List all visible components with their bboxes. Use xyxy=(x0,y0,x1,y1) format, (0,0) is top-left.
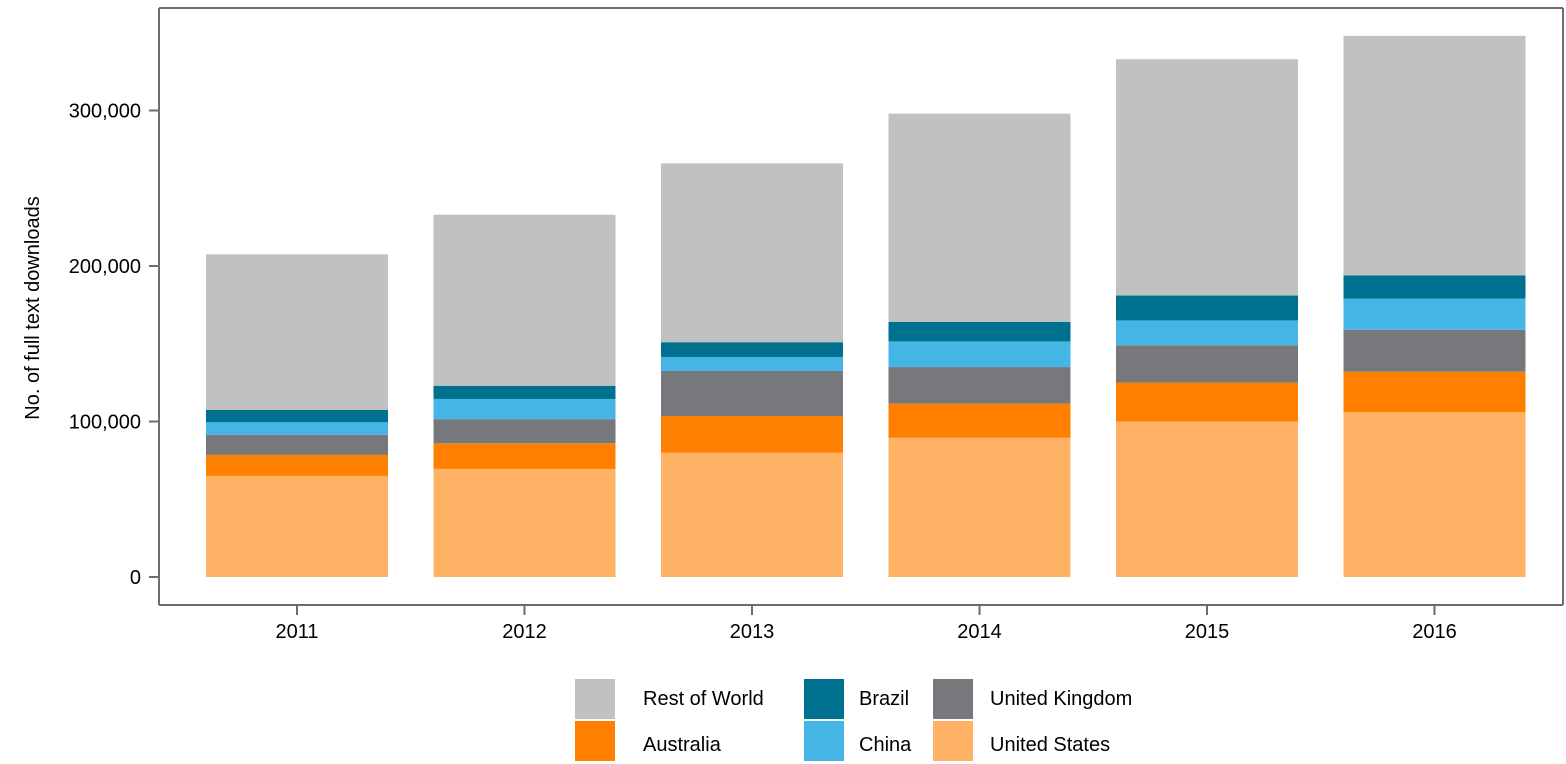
bar-segment-brazil-2016 xyxy=(1343,275,1526,299)
legend-swatch-china xyxy=(804,721,844,761)
legend-label-united-kingdom: United Kingdom xyxy=(990,688,1132,710)
y-tick-label: 0 xyxy=(130,567,141,589)
bar-segment-australia-2016 xyxy=(1343,371,1526,413)
legend: Rest of World Brazil United Kingdom Austral… xyxy=(575,679,1132,761)
legend-label-australia: Australia xyxy=(643,734,722,756)
y-tick-label: 200,000 xyxy=(69,256,141,278)
bar-segment-united-kingdom-2012 xyxy=(433,419,616,444)
y-axis-label: No. of full text downloads xyxy=(22,196,44,419)
x-tick-label: 2014 xyxy=(957,621,1002,643)
x-tick-label: 2016 xyxy=(1412,621,1457,643)
bar-segment-rest-of-world-2016 xyxy=(1343,35,1526,276)
legend-label-united-states: United States xyxy=(990,734,1110,756)
bar-segment-australia-2011 xyxy=(206,454,388,476)
bar-segment-rest-of-world-2013 xyxy=(661,163,843,343)
bar-segment-china-2015 xyxy=(1116,320,1298,346)
y-tick-label: 300,000 xyxy=(69,101,141,123)
bar-segment-australia-2013 xyxy=(661,416,843,453)
bar-segment-united-kingdom-2015 xyxy=(1116,345,1298,383)
chart-axes xyxy=(158,7,1564,606)
legend-label-rest-of-world: Rest of World xyxy=(643,688,764,710)
bar-segment-china-2016 xyxy=(1343,298,1526,330)
y-ticks: 0 100,000 200,000 300,000 xyxy=(69,101,159,589)
x-tick-label: 2015 xyxy=(1185,621,1230,643)
legend-label-brazil: Brazil xyxy=(859,688,909,710)
legend-label-china: China xyxy=(859,734,912,756)
y-tick-label: 100,000 xyxy=(69,412,141,434)
bar-segment-china-2014 xyxy=(888,341,1071,368)
bar-segment-united-states-2011 xyxy=(206,475,388,577)
bar-segment-brazil-2015 xyxy=(1116,295,1298,321)
bar-segment-rest-of-world-2012 xyxy=(433,214,616,386)
bar-segment-rest-of-world-2015 xyxy=(1116,59,1298,296)
bar-segment-united-kingdom-2011 xyxy=(206,434,388,455)
bar-segment-china-2011 xyxy=(206,422,388,435)
bar-segment-australia-2014 xyxy=(888,403,1071,438)
legend-swatch-brazil xyxy=(804,679,844,719)
bar-segment-australia-2015 xyxy=(1116,382,1298,422)
bar-segment-brazil-2011 xyxy=(206,409,388,423)
bar-segment-united-states-2013 xyxy=(661,452,843,577)
legend-swatch-united-states xyxy=(933,721,973,761)
x-tick-label: 2011 xyxy=(275,621,318,643)
legend-swatch-united-kingdom xyxy=(933,679,973,719)
bar-segment-brazil-2013 xyxy=(661,342,843,357)
bar-segment-united-states-2015 xyxy=(1116,421,1298,577)
x-tick-label: 2012 xyxy=(502,621,547,643)
x-ticks: 2011 2012 2013 2014 2015 2016 xyxy=(275,605,1457,643)
bar-segment-united-states-2016 xyxy=(1343,412,1526,577)
bar-segment-united-kingdom-2016 xyxy=(1343,329,1526,372)
bars-group xyxy=(206,35,1526,577)
bar-segment-rest-of-world-2014 xyxy=(888,113,1071,322)
bar-segment-united-kingdom-2014 xyxy=(888,367,1071,404)
x-tick-label: 2013 xyxy=(730,621,775,643)
bar-segment-brazil-2012 xyxy=(433,385,616,399)
bar-segment-china-2012 xyxy=(433,398,616,420)
bar-segment-brazil-2014 xyxy=(888,321,1071,342)
legend-swatch-rest-of-world xyxy=(575,679,615,719)
bar-segment-rest-of-world-2011 xyxy=(206,254,388,410)
bar-segment-united-states-2012 xyxy=(433,468,616,577)
legend-swatch-australia xyxy=(575,721,615,761)
bar-segment-united-states-2014 xyxy=(888,437,1071,577)
bar-segment-united-kingdom-2013 xyxy=(661,370,843,417)
bar-segment-china-2013 xyxy=(661,356,843,371)
bar-segment-australia-2012 xyxy=(433,443,616,469)
